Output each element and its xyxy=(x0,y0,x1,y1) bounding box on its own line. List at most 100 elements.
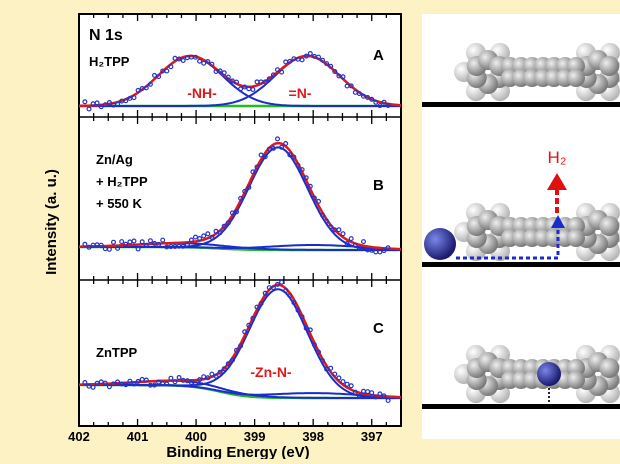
carbon-atom xyxy=(567,69,585,87)
data-point xyxy=(184,242,190,248)
data-point xyxy=(262,290,268,296)
data-point xyxy=(275,136,281,142)
data-point xyxy=(266,76,272,82)
data-point xyxy=(131,238,137,244)
data-point xyxy=(229,357,235,363)
data-point xyxy=(270,72,276,78)
carbon-atom xyxy=(599,358,620,378)
data-point xyxy=(143,85,149,91)
data-point xyxy=(336,375,342,381)
data-point xyxy=(332,371,338,377)
substrate-bottom xyxy=(422,404,620,409)
data-point xyxy=(94,380,100,386)
tick-marks xyxy=(78,14,402,426)
data-point xyxy=(110,239,116,245)
data-point xyxy=(254,304,260,310)
zn-path-arrowhead xyxy=(551,215,565,228)
data-point xyxy=(303,53,309,59)
data-point xyxy=(307,183,313,189)
data-point xyxy=(184,378,190,384)
data-point xyxy=(262,154,268,160)
data-point xyxy=(160,237,166,243)
data-point xyxy=(217,369,223,375)
data-point xyxy=(287,293,293,299)
data-point xyxy=(197,58,203,64)
data-point xyxy=(188,237,194,243)
data-point xyxy=(180,57,186,63)
x-tick-labels: 402 401 400 399 398 397 xyxy=(68,429,382,444)
zntpp-molecule-model xyxy=(454,344,620,404)
data-point xyxy=(209,61,215,67)
data-point xyxy=(221,223,227,229)
data-point xyxy=(307,50,313,56)
data-point xyxy=(356,91,362,97)
zn-adatom xyxy=(424,228,456,260)
data-point xyxy=(250,315,256,321)
data-point xyxy=(311,195,317,201)
data-point xyxy=(299,167,305,173)
data-point xyxy=(311,342,317,348)
data-point xyxy=(377,391,383,397)
data-point xyxy=(316,349,322,355)
carbon-atom xyxy=(567,229,585,247)
data-point xyxy=(324,61,330,67)
data-point xyxy=(242,84,248,90)
data-point xyxy=(102,380,108,386)
x-tick-label: 397 xyxy=(361,429,383,444)
data-point xyxy=(139,239,145,245)
plot-frame xyxy=(78,13,402,427)
data-point xyxy=(205,375,211,381)
data-point xyxy=(86,244,92,250)
data-point xyxy=(340,231,346,237)
data-point xyxy=(82,99,88,105)
data-point xyxy=(143,242,149,248)
data-point xyxy=(98,104,104,110)
data-point xyxy=(352,242,358,248)
data-point xyxy=(381,248,387,254)
data-point xyxy=(225,361,231,367)
x-tick-label: 398 xyxy=(302,429,324,444)
data-point xyxy=(328,224,334,230)
data-point xyxy=(131,95,137,101)
data-point xyxy=(254,164,260,170)
peak-label-zn-n: -Zn-N- xyxy=(250,364,292,380)
data-point xyxy=(324,218,330,224)
data-point xyxy=(279,144,285,150)
panel-a-sample: H₂TPP xyxy=(89,54,130,69)
data-point xyxy=(283,141,289,147)
data-point xyxy=(164,68,170,74)
data-point xyxy=(332,68,338,74)
data-point xyxy=(352,89,358,95)
data-point xyxy=(156,241,162,247)
data-point xyxy=(98,242,104,248)
carbon-atom xyxy=(567,371,585,389)
data-point xyxy=(385,102,391,108)
data-point xyxy=(221,70,227,76)
data-point xyxy=(152,72,158,78)
x-axis-label: Binding Energy (eV) xyxy=(166,444,309,459)
data-point xyxy=(102,102,108,108)
data-point xyxy=(106,99,112,105)
data-point xyxy=(344,241,350,247)
data-point xyxy=(295,162,301,168)
x-tick-label: 400 xyxy=(185,429,207,444)
data-point xyxy=(98,379,104,385)
data-point xyxy=(279,279,285,285)
data-point xyxy=(168,64,174,70)
data-point xyxy=(295,307,301,313)
data-point xyxy=(110,381,116,387)
data-point xyxy=(242,188,248,194)
data-point xyxy=(328,365,334,371)
data-point xyxy=(299,57,305,63)
data-point xyxy=(225,220,231,226)
data-point xyxy=(348,83,354,89)
data-point xyxy=(135,378,141,384)
data-point xyxy=(115,101,121,107)
data-point xyxy=(270,285,276,291)
data-point xyxy=(369,96,375,102)
zn-migration-path xyxy=(456,226,560,260)
data-point xyxy=(377,103,383,109)
data-point xyxy=(94,100,100,106)
